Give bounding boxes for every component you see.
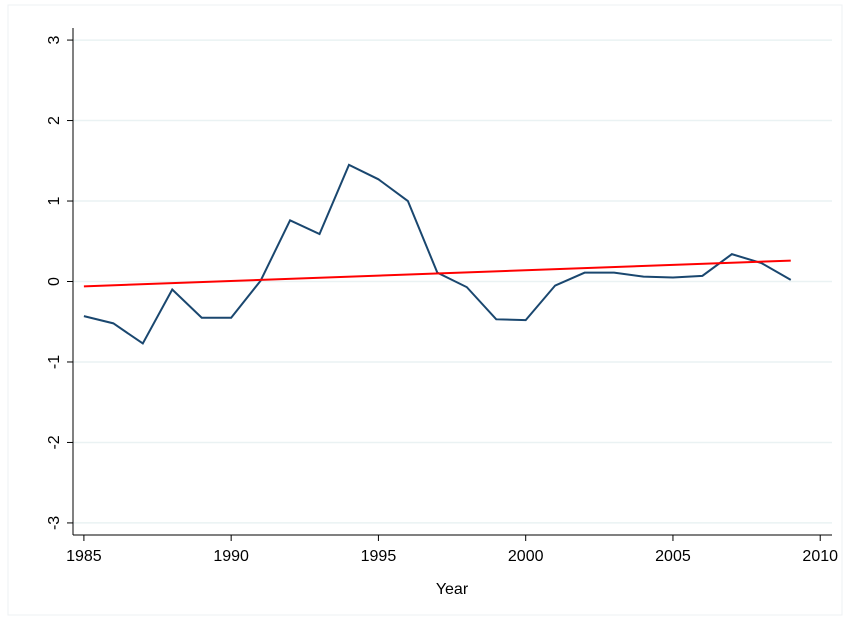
y-tick-label: -3 [46,516,63,530]
y-tick-label: 0 [46,277,63,286]
y-tick-label: -1 [46,355,63,369]
series-line [83,259,791,288]
y-tick-label: 3 [46,36,63,45]
x-tick-label: 1985 [66,548,102,565]
x-tick-label: 1990 [213,548,249,565]
graph-frame [7,4,843,616]
x-axis-label: Year [436,581,469,598]
y-tick-label: 1 [46,196,63,205]
x-tick-label: 1995 [361,548,397,565]
x-tick-label: 2005 [655,548,691,565]
x-tick-label: 2010 [802,548,838,565]
y-tick-label: 2 [46,116,63,125]
x-tick-label: 2000 [508,548,544,565]
y-tick-label: -2 [46,435,63,449]
